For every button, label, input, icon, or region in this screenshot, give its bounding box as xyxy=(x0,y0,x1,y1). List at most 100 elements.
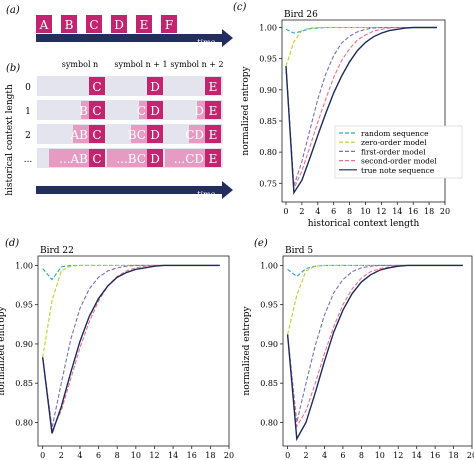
cell-context: CD xyxy=(185,128,204,142)
y-tick-label: 0.90 xyxy=(260,340,278,349)
y-tick-label: 0.80 xyxy=(260,418,278,427)
y-axis-label-c: normalized entropy xyxy=(241,66,251,156)
y-tick-label: 1.00 xyxy=(260,261,278,270)
cell-symbol: D xyxy=(150,80,160,94)
cell-symbol: E xyxy=(209,80,218,94)
x-tick-label: 10 xyxy=(360,207,370,216)
chart-e: (e) Bird 5 0 2 4 6 8 10 12 14 16 18 20 0.80 0.85 0.90 0.… xyxy=(242,238,474,460)
cell-symbol-box xyxy=(89,101,105,119)
x-tick-label: 12 xyxy=(393,451,403,460)
row-label-3: ... xyxy=(24,155,33,165)
time-arrow-head-b xyxy=(222,181,233,199)
cell-symbol: E xyxy=(209,152,218,166)
series-line-second xyxy=(42,264,220,433)
x-tick-label: 6 xyxy=(340,451,345,460)
cell-symbol-box xyxy=(205,77,221,95)
legend-label: second-order model xyxy=(361,157,437,166)
y-tick-label: 1.00 xyxy=(259,23,277,32)
cell-context-box xyxy=(197,101,205,119)
series-line-true xyxy=(286,264,463,442)
symbol-box-f xyxy=(161,15,177,33)
series-line-random xyxy=(42,264,220,281)
y-tick-label: 0.95 xyxy=(259,55,277,64)
cell-context-box xyxy=(131,125,147,143)
cell-symbol-box xyxy=(147,101,163,119)
legend-label: zero-order model xyxy=(361,138,427,147)
x-tick-label: 8 xyxy=(347,207,352,216)
cell-context-box xyxy=(73,125,89,143)
plot-frame xyxy=(281,19,446,203)
symbol-letter-f: F xyxy=(165,18,173,32)
cell-symbol: C xyxy=(92,104,101,118)
cell-symbol: D xyxy=(150,104,160,118)
symbol-box-a xyxy=(36,15,52,33)
x-tick-label: 4 xyxy=(315,207,320,216)
cell-context: C xyxy=(137,104,146,118)
cell-symbol-box xyxy=(147,149,163,167)
time-label-b: time xyxy=(197,190,215,199)
series-line-zero xyxy=(287,264,463,335)
cell-context-box xyxy=(139,101,147,119)
cell-context: ...CD xyxy=(174,152,204,166)
y-tick-label: 0.75 xyxy=(259,179,277,188)
legend-label: random sequence xyxy=(361,129,429,138)
panel-label-a: (a) xyxy=(6,5,20,16)
series-line-zero xyxy=(285,26,437,67)
column-header-1: symbol n + 1 xyxy=(114,60,167,69)
x-tick-label: 2 xyxy=(304,451,309,460)
y-tick-label: 0.95 xyxy=(260,301,278,310)
cell-context: BC xyxy=(128,128,146,142)
cell-context: ...AB xyxy=(59,152,88,166)
row-label-2: 2 xyxy=(25,131,31,141)
column-header-2: symbol n + 2 xyxy=(170,60,223,69)
x-tick-label: 8 xyxy=(115,451,120,460)
y-tick-label: 0.85 xyxy=(259,117,277,126)
x-tick-label: 10 xyxy=(131,451,141,460)
y-tick-label: 0.80 xyxy=(259,148,277,157)
x-tick-label: 10 xyxy=(375,451,385,460)
legend-label: true note sequence xyxy=(361,166,435,175)
x-tick-label: 4 xyxy=(322,451,327,460)
panel-label-b: (b) xyxy=(6,63,20,74)
panel-label-c: (c) xyxy=(233,2,247,13)
cell-symbol-box xyxy=(205,149,221,167)
panel-label-e: (e) xyxy=(254,238,268,249)
symbol-letter-c: C xyxy=(89,18,98,32)
symbol-box-d xyxy=(111,15,127,33)
column-header-0: symbol n xyxy=(62,60,98,69)
x-tick-label: 4 xyxy=(77,451,82,460)
legend-label: first-order model xyxy=(361,147,426,156)
x-tick-label: 2 xyxy=(59,451,64,460)
x-tick-label: 18 xyxy=(205,451,215,460)
cell-symbol-box xyxy=(89,77,105,95)
cell-symbol: E xyxy=(209,104,218,118)
cell-symbol-box xyxy=(205,125,221,143)
panel-label-d: (d) xyxy=(5,238,19,249)
y-axis-label-e: normalized entropy xyxy=(242,306,252,396)
cell-symbol-box xyxy=(205,101,221,119)
x-tick-label: 14 xyxy=(168,451,178,460)
x-tick-label: 0 xyxy=(40,451,45,460)
y-tick-label: 0.85 xyxy=(260,379,278,388)
row-label-1: 1 xyxy=(25,107,31,117)
row-label-0: 0 xyxy=(25,83,31,93)
x-tick-label: 2 xyxy=(299,207,304,216)
series-line-true xyxy=(42,264,220,434)
y-axis-label-d: normalized entropy xyxy=(0,306,7,396)
symbol-box-e xyxy=(136,15,152,33)
x-tick-label: 0 xyxy=(283,207,288,216)
cell-symbol: C xyxy=(92,152,101,166)
time-arrow-head-a xyxy=(222,29,233,47)
symbol-box-c xyxy=(86,15,102,33)
cell-symbol: D xyxy=(150,152,160,166)
cell-context: D xyxy=(194,104,204,118)
y-tick-label: 0.95 xyxy=(15,301,33,310)
cell-symbol-box xyxy=(147,125,163,143)
y-tick-label: 0.90 xyxy=(15,340,33,349)
axis-label-context-length: historical context length xyxy=(5,84,15,196)
x-tick-label: 12 xyxy=(376,207,386,216)
x-tick-label: 20 xyxy=(467,451,474,460)
cell-symbol-box xyxy=(147,77,163,95)
chart-d: (d) Bird 22 0 2 4 6 8 10 12 14 16 18 20 0.80 0.85 0.90 0… xyxy=(0,238,234,460)
